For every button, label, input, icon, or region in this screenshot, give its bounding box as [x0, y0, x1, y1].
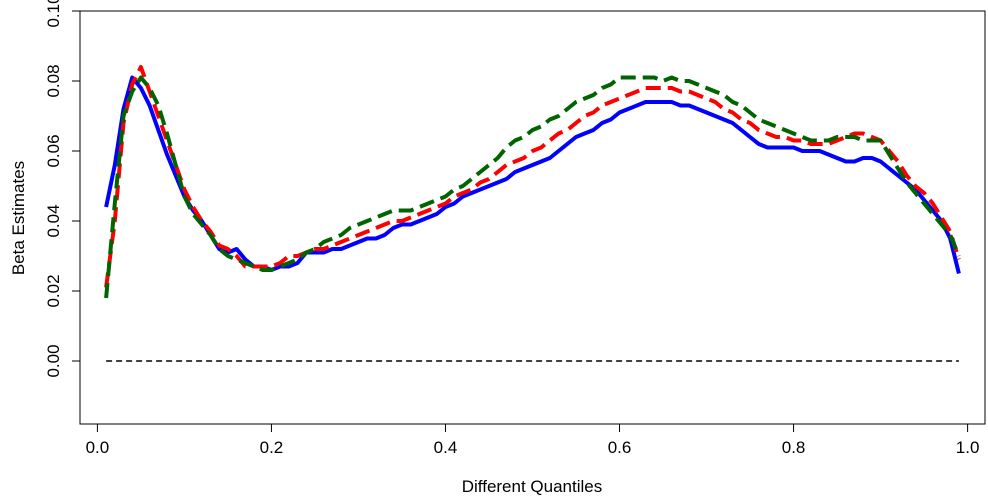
x-tick-label: 0.2	[260, 438, 284, 457]
series-line-solid-blue	[104, 75, 961, 274]
y-tick-label: 0.00	[44, 344, 63, 377]
x-tick-label: 0.8	[782, 438, 806, 457]
x-tick-label: 1.0	[956, 438, 980, 457]
y-tick-label: 0.08	[44, 64, 63, 97]
series-line-dashed-red	[104, 65, 961, 288]
x-tick-label: 0.6	[608, 438, 632, 457]
y-tick-label: 0.06	[44, 134, 63, 167]
series-layer	[104, 65, 961, 299]
y-tick-label: 0.04	[44, 204, 63, 237]
x-tick-label: 0.4	[434, 438, 458, 457]
x-axis-title: Different Quantiles	[462, 477, 602, 496]
y-tick-label: 0.10	[44, 0, 63, 28]
y-axis-title: Beta Estimates	[9, 161, 28, 275]
series-line-dashed-green	[104, 75, 961, 299]
x-tick-label: 0.0	[86, 438, 110, 457]
x-axis: 0.0 0.2 0.4 0.6 0.8 1.0	[86, 424, 980, 457]
y-axis: 0.00 0.02 0.04 0.06 0.08 0.10	[44, 0, 80, 378]
y-tick-label: 0.02	[44, 274, 63, 307]
plot-frame	[79, 10, 986, 425]
